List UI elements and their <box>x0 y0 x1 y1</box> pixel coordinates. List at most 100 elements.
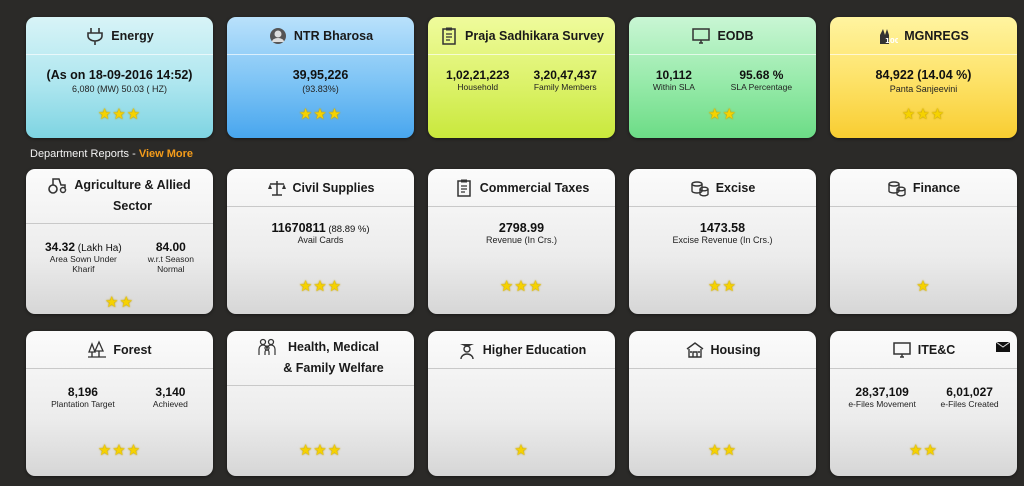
card-title: Commercial Taxes <box>479 180 590 195</box>
hundred-days-icon: 100 <box>878 26 898 46</box>
card-header: Praja Sadhikara Survey <box>428 17 615 55</box>
eodb-card[interactable]: EODB 10,112 Within SLA 95.68 % SLA Perce… <box>629 17 816 138</box>
excise-revenue-value: 1473.58 <box>699 221 746 235</box>
card-header: NTR Bharosa <box>227 17 414 55</box>
area-sown-value: 34.32 <box>44 240 76 254</box>
card-title: ITE&C <box>917 342 956 357</box>
card-title: Finance <box>912 180 961 195</box>
view-more-link[interactable]: View More <box>138 148 194 160</box>
monitor-icon <box>892 340 912 360</box>
card-header: Agriculture & Allied Sector <box>26 169 213 224</box>
avail-cards-percent: (88.89 %) <box>325 224 370 235</box>
card-title: Excise <box>715 180 756 195</box>
clipboard-icon <box>439 26 459 46</box>
civil-supplies-card[interactable]: Civil Supplies 11670811 (88.89 %) Avail … <box>227 169 414 314</box>
energy-timestamp: (As on 18-09-2016 14:52) <box>46 68 193 82</box>
excise-card[interactable]: Excise 1473.58 Excise Revenue (In Crs.) … <box>629 169 816 314</box>
family-members-count: 3,20,47,437 <box>533 68 597 82</box>
department-reports-heading: Department Reports - View More <box>30 148 193 160</box>
family-members-label: Family Members <box>533 82 597 92</box>
within-sla-label: Within SLA <box>652 82 695 92</box>
card-header: Excise <box>629 169 816 207</box>
achieved-value: 3,140 <box>155 385 186 399</box>
card-title: Civil Supplies <box>292 180 375 195</box>
star-rating: ★★★ <box>97 106 142 123</box>
card-title: Agriculture & Allied <box>74 178 191 192</box>
finance-card[interactable]: Finance ★ <box>830 169 1017 314</box>
card-header: Higher Education <box>428 331 615 369</box>
tractor-icon <box>48 175 68 195</box>
card-title: Praja Sadhikara Survey <box>465 28 604 43</box>
sla-percentage-label: SLA Percentage <box>730 82 793 92</box>
sla-percentage: 95.68 % <box>739 68 784 82</box>
energy-card[interactable]: Energy (As on 18-09-2016 14:52) 6,080 (M… <box>26 17 213 138</box>
revenue-value: 2798.99 <box>498 221 545 235</box>
agriculture-card[interactable]: Agriculture & Allied Sector 34.32 (Lakh … <box>26 169 213 314</box>
season-normal-label: w.r.t Season <box>147 254 194 264</box>
section-label-text: Department Reports - <box>30 148 139 160</box>
area-sown-unit: (Lakh Ha) <box>75 243 122 254</box>
season-normal-label-line2: Normal <box>157 264 185 274</box>
commercial-taxes-card[interactable]: Commercial Taxes 2798.99 Revenue (In Crs… <box>428 169 615 314</box>
coins-icon <box>690 178 710 198</box>
avail-cards-value: 11670811 <box>271 221 326 235</box>
forest-card[interactable]: Forest 8,196 Plantation Target 3,140 Ach… <box>26 331 213 476</box>
achieved-label: Achieved <box>152 399 188 409</box>
star-rating: ★★ <box>909 442 938 459</box>
card-title: Health, Medical <box>287 340 379 354</box>
star-rating: ★★★ <box>499 278 544 295</box>
star-rating: ★★★ <box>298 442 343 459</box>
family-icon <box>257 337 277 357</box>
plantation-target-value: 8,196 <box>67 385 98 399</box>
excise-revenue-label: Excise Revenue (In Crs.) <box>672 235 773 245</box>
household-count: 1,02,21,223 <box>446 68 510 82</box>
star-rating: ★ <box>514 442 529 459</box>
efiles-created-label: e-Files Created <box>940 399 999 409</box>
coins-icon <box>887 178 907 198</box>
higher-education-card[interactable]: Higher Education ★ <box>428 331 615 476</box>
card-title: Higher Education <box>482 342 587 357</box>
card-title: MGNREGS <box>904 28 969 43</box>
ntr-bharosa-card[interactable]: NTR Bharosa 39,95,226 (93.83%) ★★★ <box>227 17 414 138</box>
card-header: ITE&C <box>830 331 1017 369</box>
star-rating: ★★ <box>708 278 737 295</box>
card-title: Housing <box>710 342 761 357</box>
card-header: Health, Medical & Family Welfare <box>227 331 414 386</box>
svg-text:100: 100 <box>885 37 898 45</box>
health-card[interactable]: Health, Medical & Family Welfare ★★★ <box>227 331 414 476</box>
itec-card[interactable]: ITE&C 28,37,109 e-Files Movement 6,01,02… <box>830 331 1017 476</box>
plug-icon <box>85 26 105 46</box>
star-rating: ★★★ <box>97 442 142 459</box>
star-rating: ★★★ <box>298 278 343 295</box>
efiles-created-value: 6,01,027 <box>946 385 993 399</box>
star-rating: ★★ <box>708 442 737 459</box>
mgnregs-card[interactable]: 100 MGNREGS 84,922 (14.04 %) Panta Sanje… <box>830 17 1017 138</box>
energy-reading: 6,080 (MW) 50.03 ( HZ) <box>71 84 168 94</box>
season-normal-value: 84.00 <box>155 240 186 254</box>
efiles-movement-label: e-Files Movement <box>848 399 916 409</box>
card-title-line2: & Family Welfare <box>283 361 384 375</box>
household-label: Household <box>457 82 499 92</box>
scales-icon <box>267 178 287 198</box>
plantation-target-label: Plantation Target <box>51 399 115 409</box>
star-rating: ★★★ <box>298 106 343 123</box>
portrait-icon <box>268 26 288 46</box>
monitor-icon <box>691 26 711 46</box>
mail-icon[interactable] <box>996 342 1010 352</box>
graduate-icon <box>457 340 477 360</box>
card-header: Finance <box>830 169 1017 207</box>
card-header: Forest <box>26 331 213 369</box>
housing-card[interactable]: Housing ★★ <box>629 331 816 476</box>
card-header: Housing <box>629 331 816 369</box>
panta-sanjeevini-value: 84,922 (14.04 %) <box>875 68 972 82</box>
house-icon <box>685 340 705 360</box>
praja-sadhikara-survey-card[interactable]: Praja Sadhikara Survey 1,02,21,223 House… <box>428 17 615 138</box>
card-title: Forest <box>113 342 152 357</box>
area-sown-label: Area Sown Under <box>49 254 117 264</box>
pension-count: 39,95,226 <box>292 68 349 82</box>
clipboard-icon <box>454 178 474 198</box>
card-title: EODB <box>717 28 754 43</box>
card-header: Energy <box>26 17 213 55</box>
avail-cards-label: Avail Cards <box>297 235 344 245</box>
revenue-label: Revenue (In Crs.) <box>485 235 558 245</box>
